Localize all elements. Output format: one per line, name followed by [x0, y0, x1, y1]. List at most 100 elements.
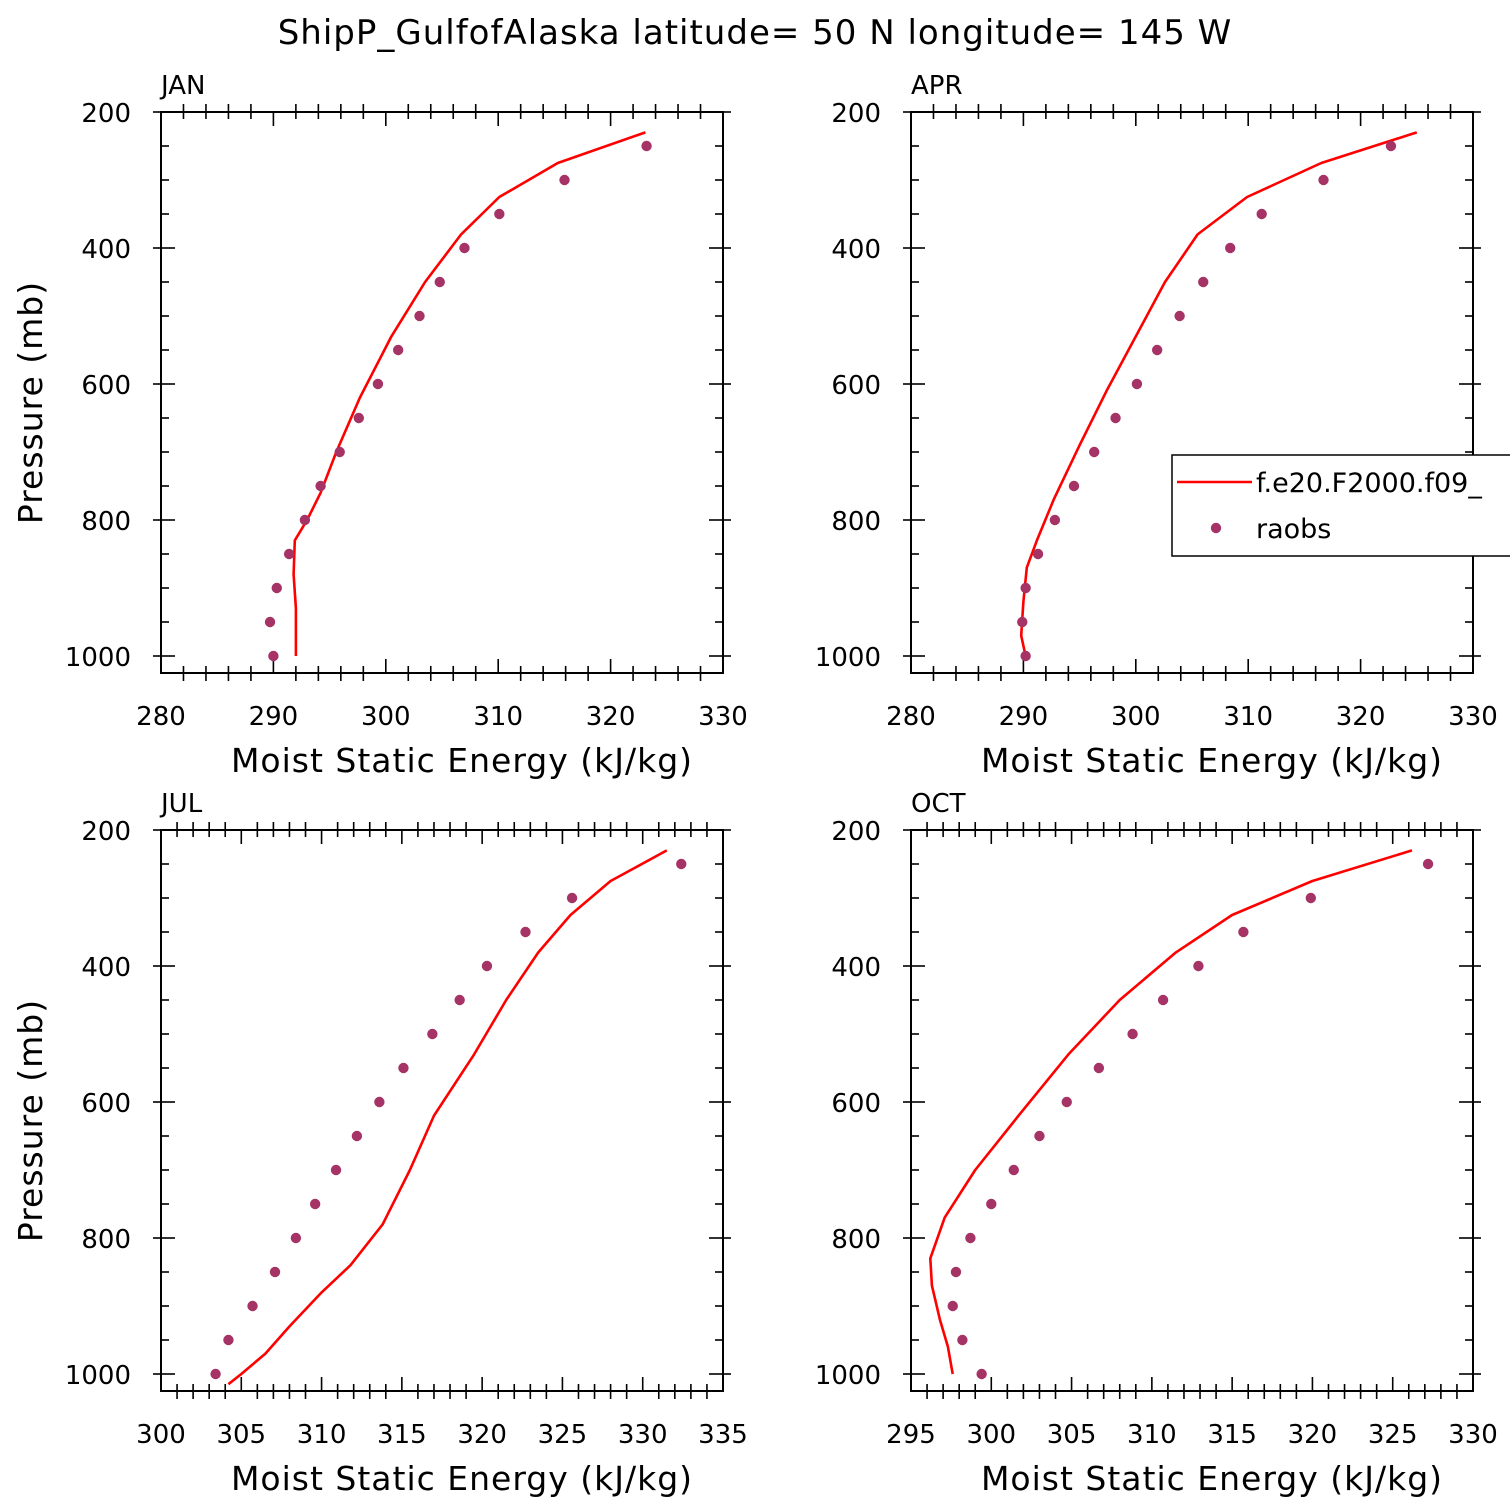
y-tick-label: 400 — [831, 235, 881, 265]
y-tick-label: 200 — [831, 99, 881, 129]
x-tick-label: 330 — [1448, 702, 1498, 732]
x-tick-label: 330 — [1448, 1420, 1498, 1450]
x-axis-label-jul: Moist Static Energy (kJ/kg) — [231, 1459, 693, 1498]
raobs-point — [1127, 1028, 1138, 1040]
y-tick-label: 200 — [81, 99, 131, 129]
panel-apr: APR 280 290 300 310 320 330 200 400 600 800 1000 Moi… — [815, 71, 1498, 780]
y-tick-label: 400 — [81, 235, 131, 265]
panel-label-oct: OCT — [911, 789, 966, 819]
y-tick-label: 400 — [831, 953, 881, 983]
y-axis-label-jul: Pressure (mb) — [11, 999, 50, 1242]
raobs-point — [481, 960, 493, 972]
x-tick-label: 310 — [1127, 1420, 1177, 1450]
raobs-point — [1034, 1130, 1045, 1142]
y-tick-label: 200 — [831, 817, 881, 847]
raobs-point — [1093, 1062, 1105, 1074]
raobs-point — [1131, 378, 1143, 390]
x-tick-label: 315 — [1207, 1420, 1257, 1450]
model-line-jan — [292, 131, 646, 656]
legend: f.e20.F2000.f09_ raobs — [1171, 454, 1510, 557]
x-tick-label: 310 — [1223, 702, 1273, 732]
raobs-point — [1049, 514, 1061, 526]
raobs-point — [330, 1164, 342, 1176]
x-tick-label: 330 — [618, 1420, 668, 1450]
legend-box — [1171, 454, 1510, 557]
raobs-point — [1318, 174, 1329, 186]
raobs-point — [947, 1300, 958, 1312]
plot-frame-apr — [910, 111, 1474, 674]
x-tick-label: 305 — [216, 1420, 266, 1450]
legend-model-label: f.e20.F2000.f09_ — [1256, 468, 1482, 499]
x-tick-label: 300 — [361, 702, 411, 732]
raobs-point — [1422, 858, 1434, 870]
raobs-point — [223, 1334, 234, 1346]
x-tick-label: 290 — [249, 702, 299, 732]
x-axis-label-jan: Moist Static Energy (kJ/kg) — [231, 741, 693, 780]
raobs-point — [1157, 994, 1169, 1006]
raobs-point — [1008, 1164, 1019, 1176]
raobs-point — [434, 276, 445, 288]
panel-jul: JUL 300 305 310 315 320 325 330 335 200 400 600 800 1… — [11, 789, 748, 1498]
raobs-point — [309, 1198, 321, 1210]
x-tick-label: 325 — [1368, 1420, 1418, 1450]
raobs-point — [1256, 208, 1267, 220]
raobs-point — [494, 208, 505, 220]
raobs-point — [353, 412, 365, 424]
raobs-point — [427, 1028, 438, 1040]
panels: JAN 280 290 300 310 320 330 200 400 600 800 1000 Moi… — [11, 71, 1498, 1498]
plot-frame-oct — [910, 829, 1474, 1392]
plot-frame-jan — [160, 111, 724, 674]
x-axis-label-oct: Moist Static Energy (kJ/kg) — [981, 1459, 1443, 1498]
x-tick-label: 320 — [457, 1420, 507, 1450]
raobs-point — [315, 480, 326, 492]
raobs-point — [269, 1266, 281, 1278]
raobs-point — [1068, 480, 1080, 492]
x-tick-label: 320 — [586, 702, 636, 732]
raobs-point — [1061, 1096, 1072, 1108]
y-tick-label: 1000 — [815, 1361, 881, 1391]
raobs-point — [264, 616, 276, 628]
y-tick-label: 600 — [81, 371, 131, 401]
y-tick-label: 800 — [81, 1225, 131, 1255]
x-tick-label: 315 — [377, 1420, 427, 1450]
raobs-point — [1020, 582, 1031, 594]
y-tick-label: 200 — [81, 817, 131, 847]
raobs-point — [247, 1300, 258, 1312]
model-line-apr — [1019, 131, 1418, 657]
raobs-point — [965, 1232, 976, 1244]
raobs-point — [374, 1096, 385, 1108]
x-tick-label: 320 — [1288, 1420, 1338, 1450]
x-tick-label: 335 — [698, 1420, 748, 1450]
figure-title: ShipP_GulfofAlaska latitude= 50 N longit… — [278, 13, 1233, 53]
raobs-point — [351, 1130, 363, 1142]
raobs-point — [1020, 650, 1031, 662]
y-tick-label: 600 — [831, 371, 881, 401]
model-line-jul — [227, 849, 668, 1386]
raobs-point — [299, 514, 311, 526]
y-tick-label: 800 — [831, 1225, 881, 1255]
y-tick-label: 800 — [81, 507, 131, 537]
x-tick-label: 320 — [1336, 702, 1386, 732]
raobs-point — [957, 1334, 968, 1346]
x-tick-label: 310 — [473, 702, 523, 732]
legend-obs-label: raobs — [1256, 514, 1331, 545]
raobs-point — [1238, 926, 1249, 938]
raobs-point — [520, 926, 531, 938]
raobs-point — [676, 858, 687, 870]
raobs-point — [986, 1198, 997, 1210]
raobs-point — [1193, 960, 1204, 972]
raobs-point — [976, 1368, 987, 1380]
panel-label-jan: JAN — [159, 71, 205, 101]
raobs-point — [398, 1062, 409, 1074]
raobs-point — [1151, 344, 1163, 356]
x-tick-label: 310 — [297, 1420, 347, 1450]
y-tick-label: 1000 — [65, 643, 131, 673]
raobs-point — [1110, 412, 1121, 424]
y-tick-label: 400 — [81, 953, 131, 983]
raobs-point — [1225, 242, 1236, 254]
raobs-point — [1089, 446, 1100, 458]
panel-label-jul: JUL — [159, 789, 203, 819]
y-tick-label: 600 — [831, 1089, 881, 1119]
x-axis-label-apr: Moist Static Energy (kJ/kg) — [981, 741, 1443, 780]
